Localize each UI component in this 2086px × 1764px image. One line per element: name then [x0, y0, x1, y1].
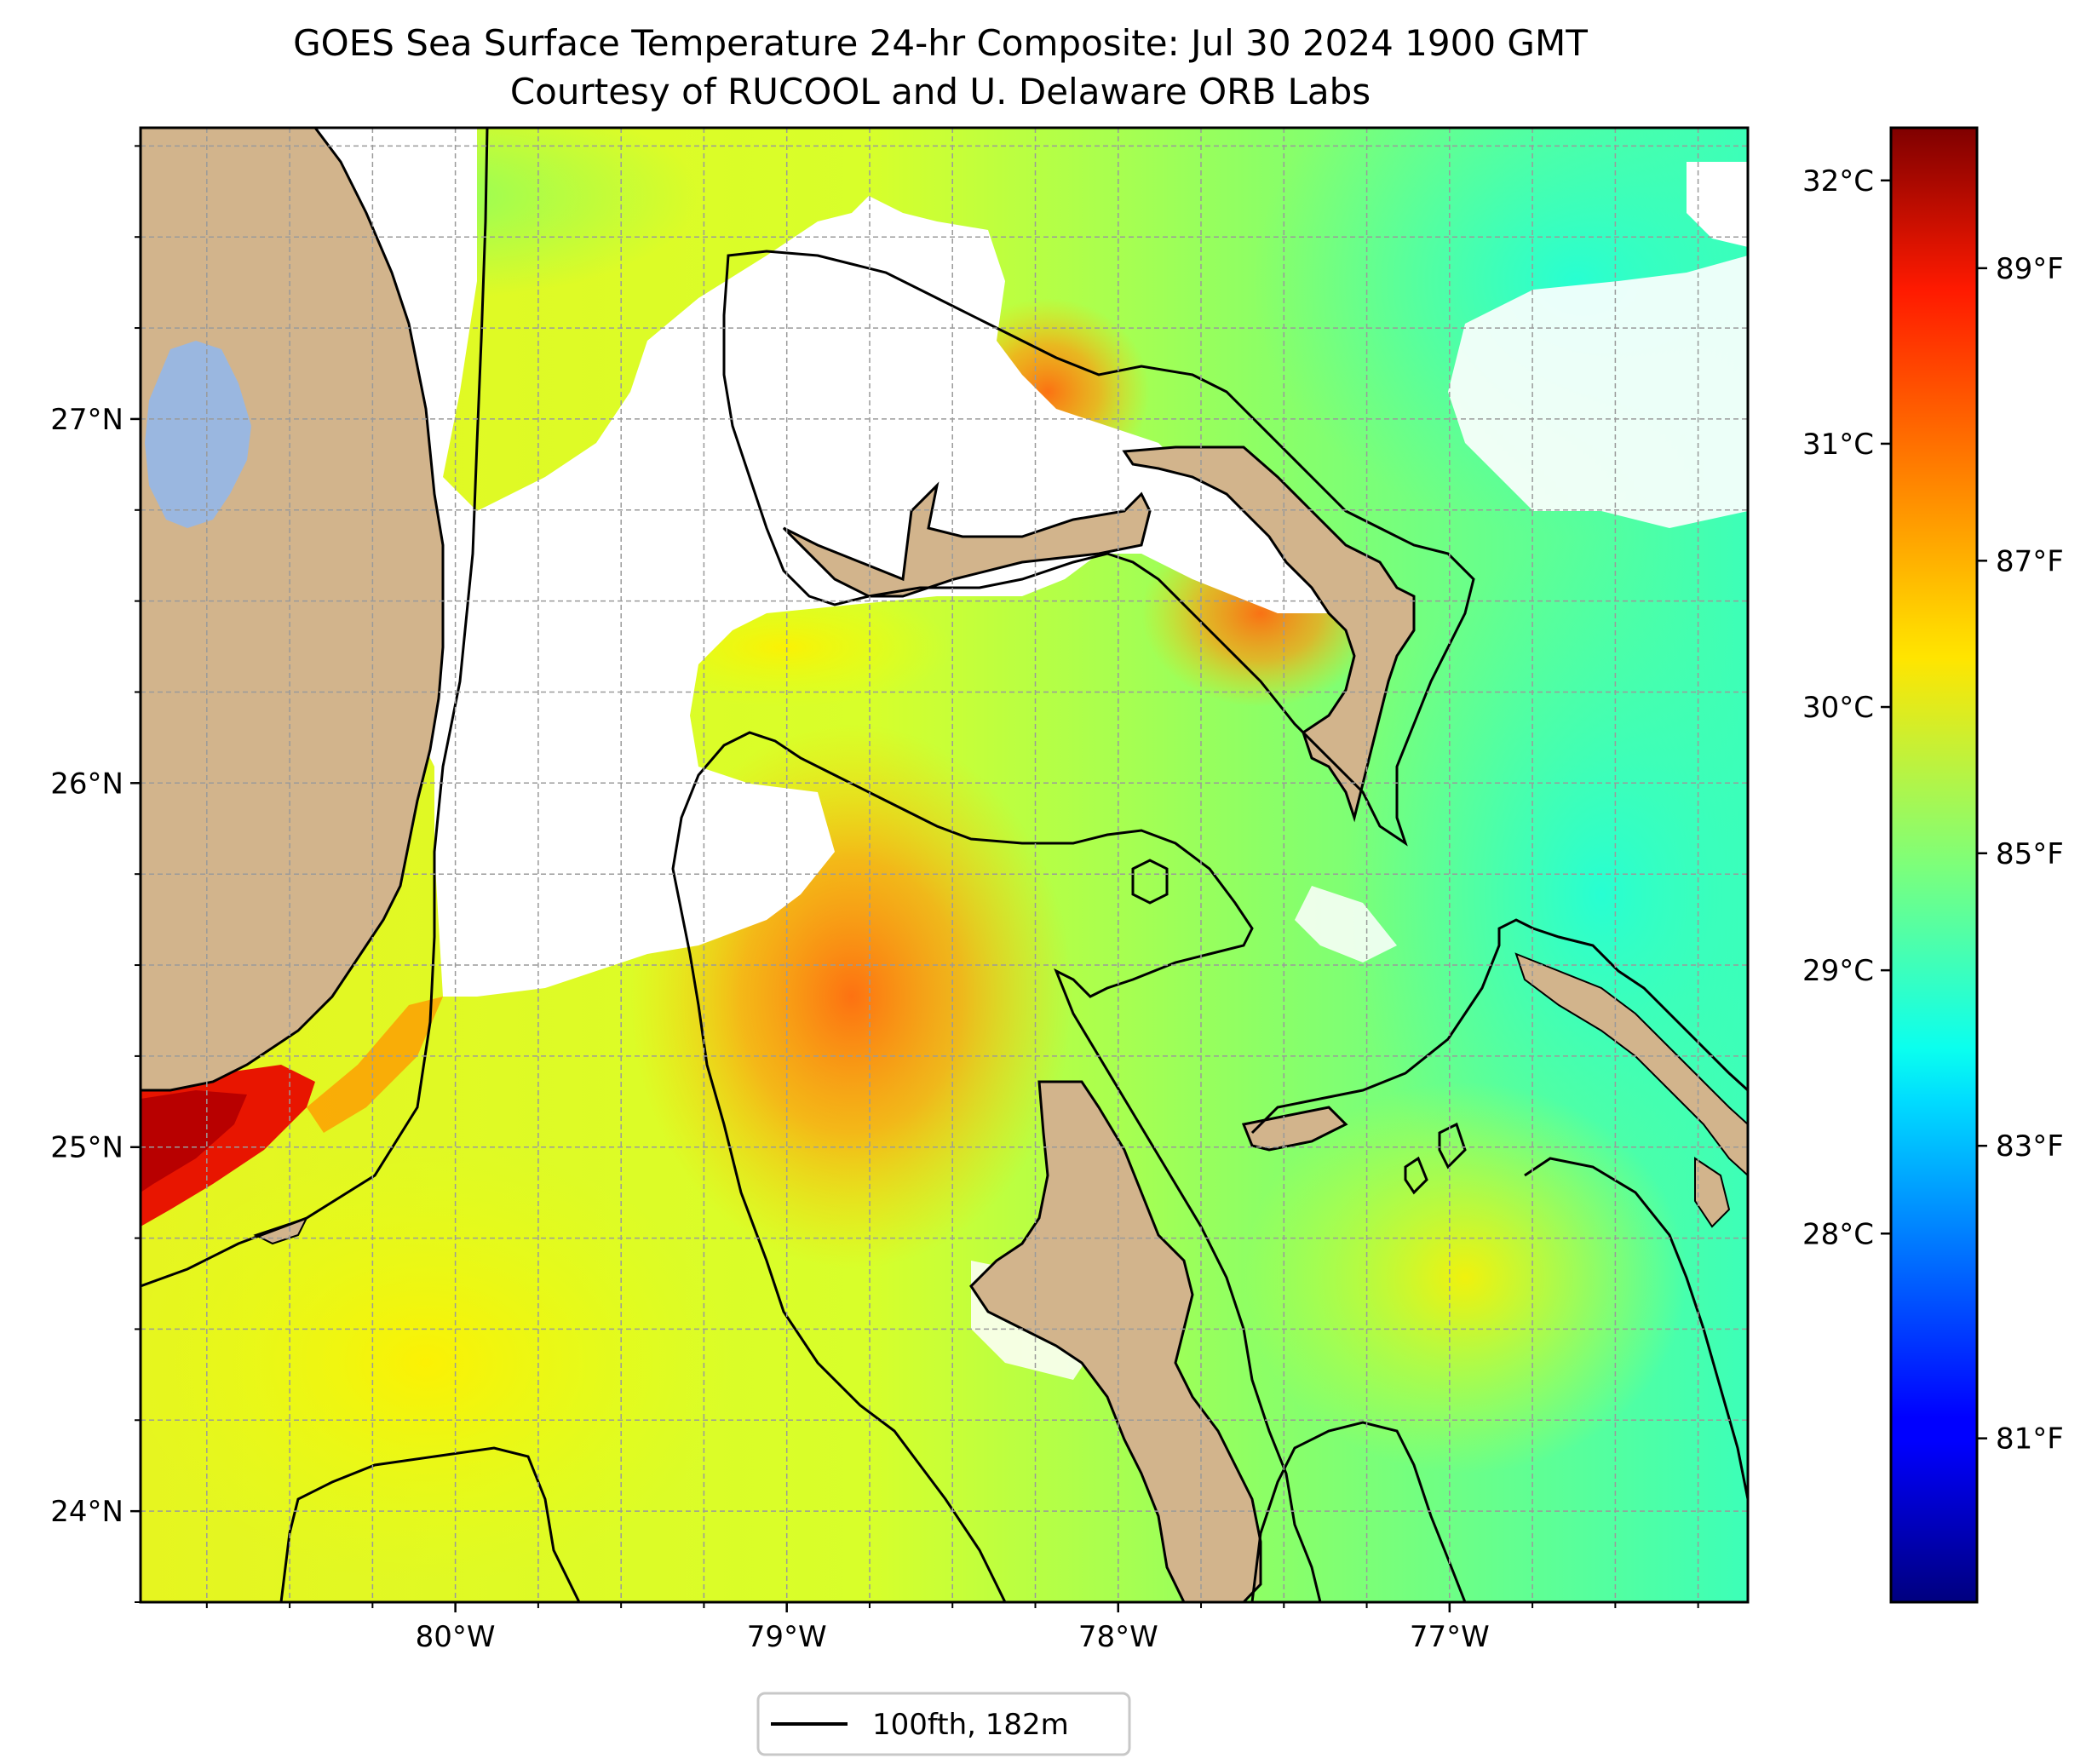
- lake-okeechobee: [145, 341, 251, 528]
- lon-tick-label: 80°W: [416, 1620, 496, 1654]
- grand-bahama-island: [782, 481, 1152, 598]
- cloud-patch-north: [366, 128, 409, 230]
- celsius-tick-label: 31°C: [1802, 428, 1874, 462]
- colorbar: 32°C 31°C 30°C 29°C 28°C 89°F 87°F 85°F 83°F 81°…: [1802, 126, 2064, 1604]
- sst-keys-warm: [307, 997, 443, 1133]
- contour-little-bahama-bank: [722, 250, 1475, 847]
- contour-cay-sal-bank: [279, 1446, 581, 1602]
- colorbar-celsius-axis: 32°C 31°C 30°C 29°C 28°C: [1802, 164, 1891, 1251]
- fahrenheit-tick-label: 85°F: [1996, 837, 2064, 871]
- lat-tick-label: 25°N: [50, 1131, 124, 1165]
- celsius-tick-label: 32°C: [1802, 164, 1874, 198]
- abaco-islands: [1122, 445, 1416, 823]
- lat-tick-label: 27°N: [50, 403, 124, 437]
- map-axes: 27°N 26°N 25°N 24°N 80°W 79°W 78°W 77°W: [50, 145, 1699, 1654]
- legend-label-100fth: 100fth, 182m: [872, 1708, 1069, 1742]
- fahrenheit-tick-label: 81°F: [1996, 1422, 2064, 1457]
- cloud-patch-east: [1448, 256, 1748, 528]
- exuma-cay: [1694, 1157, 1731, 1228]
- lon-tick-label: 77°W: [1410, 1620, 1490, 1654]
- longitude-axis: 80°W 79°W 78°W 77°W: [205, 1602, 1699, 1654]
- colorbar-gradient: [1889, 126, 1979, 1604]
- fahrenheit-tick-label: 83°F: [1996, 1129, 2064, 1164]
- eleuthera-island: [1514, 952, 1748, 1177]
- sst-florida-bay-hottest: [141, 1090, 247, 1192]
- sst-yellow-exumas: [1244, 1082, 1687, 1474]
- cloud-patch-cay: [1295, 886, 1397, 962]
- contour-exuma-sound-north: [1250, 918, 1748, 1135]
- colorbar-fahrenheit-axis: 89°F 87°F 85°F 83°F 81°F: [1977, 252, 2064, 1457]
- lat-tick-label: 26°N: [50, 767, 124, 801]
- lon-tick-label: 79°W: [747, 1620, 827, 1654]
- legend: 100fth, 182m: [756, 1692, 1131, 1756]
- fahrenheit-tick-label: 89°F: [1996, 252, 2064, 286]
- figure-title-line-2: Courtesy of RUCOOL and U. Delaware ORB L…: [510, 71, 1371, 112]
- contour-florida-east: [141, 128, 489, 1288]
- new-providence-island: [1241, 1106, 1348, 1152]
- lon-tick-label: 78°W: [1078, 1620, 1158, 1654]
- contour-exuma-sound-east: [1524, 1157, 1748, 1500]
- fahrenheit-tick-label: 87°F: [1996, 544, 2064, 578]
- map-frame: [139, 126, 1750, 1604]
- figure-title-line-1: GOES Sea Surface Temperature 24-hr Compo…: [293, 22, 1588, 64]
- contour-tongue-of-ocean: [1250, 1421, 1467, 1602]
- contour-bank-islet-1: [1131, 859, 1169, 905]
- celsius-tick-label: 28°C: [1802, 1217, 1874, 1251]
- legend-box: [756, 1692, 1131, 1756]
- contour-great-bahama-bank: [671, 731, 1322, 1602]
- contour-bank-islet-3: [1404, 1156, 1428, 1195]
- sst-yellow-south: [141, 1141, 733, 1584]
- latitude-axis: 27°N 26°N 25°N 24°N: [50, 145, 141, 1603]
- map-graticule: [141, 128, 1748, 1602]
- lat-tick-label: 24°N: [50, 1495, 124, 1529]
- sst-cool-east: [1346, 537, 1748, 1252]
- andros-island: [969, 1080, 1262, 1602]
- cloud-patch-northeast: [1687, 162, 1748, 247]
- celsius-tick-label: 29°C: [1802, 954, 1874, 988]
- contour-lines-100fth: [141, 128, 1748, 1602]
- sst-map: [141, 128, 1748, 1602]
- celsius-tick-label: 30°C: [1802, 691, 1874, 725]
